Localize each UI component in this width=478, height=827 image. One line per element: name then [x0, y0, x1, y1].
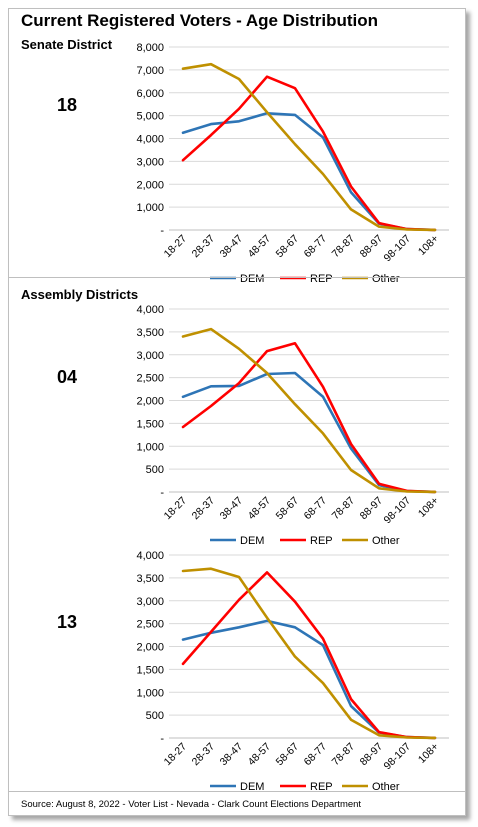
series-line-rep	[181, 75, 437, 232]
y-tick-label: 2,000	[136, 179, 164, 191]
x-tick-label: 98-107	[382, 741, 414, 773]
legend-label-rep: REP	[310, 781, 333, 793]
series-line-rep	[181, 571, 437, 740]
section-divider	[9, 277, 465, 278]
x-tick-label: 58-67	[274, 741, 302, 769]
y-tick-label: 500	[146, 710, 164, 722]
x-tick-label: 108+	[416, 233, 441, 258]
legend-label-other: Other	[372, 273, 400, 285]
assembly-section-label: Assembly Districts	[21, 287, 139, 302]
x-tick-label: 38-47	[218, 741, 246, 769]
series-line-dem	[181, 371, 437, 494]
series-line-other	[181, 327, 437, 494]
y-tick-label: 1,500	[136, 664, 164, 676]
series-line-other	[181, 567, 437, 740]
y-tick-label: 1,000	[136, 202, 164, 214]
y-tick-label: 7,000	[136, 65, 164, 77]
y-tick-label: 1,500	[136, 418, 164, 430]
senate-district-chart: - 1,000 2,000 3,000 4,000 5,000 6,000 7,000 8,00…	[136, 42, 449, 285]
x-tick-label: 48-57	[246, 495, 274, 523]
series-line-rep	[181, 341, 437, 494]
y-tick-label: 3,000	[136, 596, 164, 608]
x-tick-label: 58-67	[274, 233, 302, 261]
x-tick-label: 68-77	[302, 495, 330, 523]
district-number-senate: 18	[56, 95, 78, 115]
y-tick-label: 1,000	[136, 687, 164, 699]
y-tick-label: 1,000	[136, 441, 164, 453]
y-tick-label: 2,000	[136, 396, 164, 408]
legend-label-dem: DEM	[240, 273, 264, 285]
y-tick-label: 2,500	[136, 619, 164, 631]
y-tick-label: 8,000	[136, 42, 164, 54]
x-tick-label: 28-37	[190, 741, 218, 769]
x-tick-label: 48-57	[246, 741, 274, 769]
x-tick-label: 28-37	[190, 233, 218, 261]
series-line-dem	[181, 619, 437, 740]
x-tick-label: 78-87	[330, 495, 358, 523]
x-tick-label: 68-77	[302, 741, 330, 769]
legend-label-rep: REP	[310, 273, 333, 285]
legend-label-dem: DEM	[240, 781, 264, 793]
series-line-other	[181, 62, 437, 232]
y-tick-label: 500	[146, 464, 164, 476]
x-tick-label: 18-27	[162, 741, 190, 769]
x-tick-label: 78-87	[330, 741, 358, 769]
x-tick-label: 78-87	[330, 233, 358, 261]
y-tick-label: 3,500	[136, 327, 164, 339]
y-tick-label: -	[160, 487, 164, 499]
x-tick-label: 98-107	[382, 233, 414, 265]
x-tick-label: 108+	[416, 741, 441, 766]
y-tick-label: 3,000	[136, 156, 164, 168]
source-note: Source: August 8, 2022 - Voter List - Ne…	[21, 799, 362, 810]
y-tick-label: 4,000	[136, 134, 164, 146]
y-tick-label: 6,000	[136, 88, 164, 100]
x-tick-label: 58-67	[274, 495, 302, 523]
x-tick-label: 18-27	[162, 495, 190, 523]
x-tick-label: 48-57	[246, 233, 274, 261]
y-tick-label: 4,000	[136, 304, 164, 316]
x-tick-label: 108+	[416, 495, 441, 520]
y-tick-label: 3,000	[136, 350, 164, 362]
x-tick-label: 28-37	[190, 495, 218, 523]
legend-label-other: Other	[372, 535, 400, 547]
x-tick-label: 38-47	[218, 233, 246, 261]
assembly-district-chart-b: - 500 1,000 1,500 2,000 2,500 3,000 3,500 4,000 1…	[136, 550, 449, 793]
district-number-assembly-b: 13	[56, 612, 78, 632]
district-number-assembly-a: 04	[56, 367, 78, 387]
y-tick-label: 4,000	[136, 550, 164, 562]
x-tick-label: 18-27	[162, 233, 190, 261]
y-tick-label: -	[160, 225, 164, 237]
x-tick-label: 98-107	[382, 495, 414, 527]
legend-label-dem: DEM	[240, 535, 264, 547]
x-tick-label: 68-77	[302, 233, 330, 261]
y-tick-label: 3,500	[136, 573, 164, 585]
report-frame: Current Registered Voters - Age Distribu…	[8, 8, 466, 816]
footer-divider	[9, 791, 465, 792]
assembly-district-chart-a: - 500 1,000 1,500 2,000 2,500 3,000 3,500 4,000 1…	[136, 304, 449, 547]
legend-label-rep: REP	[310, 535, 333, 547]
senate-section-label: Senate District	[21, 37, 113, 52]
y-tick-label: 2,500	[136, 373, 164, 385]
y-tick-label: -	[160, 733, 164, 745]
y-tick-label: 2,000	[136, 642, 164, 654]
y-tick-label: 5,000	[136, 111, 164, 123]
x-tick-label: 38-47	[218, 495, 246, 523]
series-line-dem	[181, 112, 437, 232]
page-title: Current Registered Voters - Age Distribu…	[21, 11, 379, 30]
legend-label-other: Other	[372, 781, 400, 793]
